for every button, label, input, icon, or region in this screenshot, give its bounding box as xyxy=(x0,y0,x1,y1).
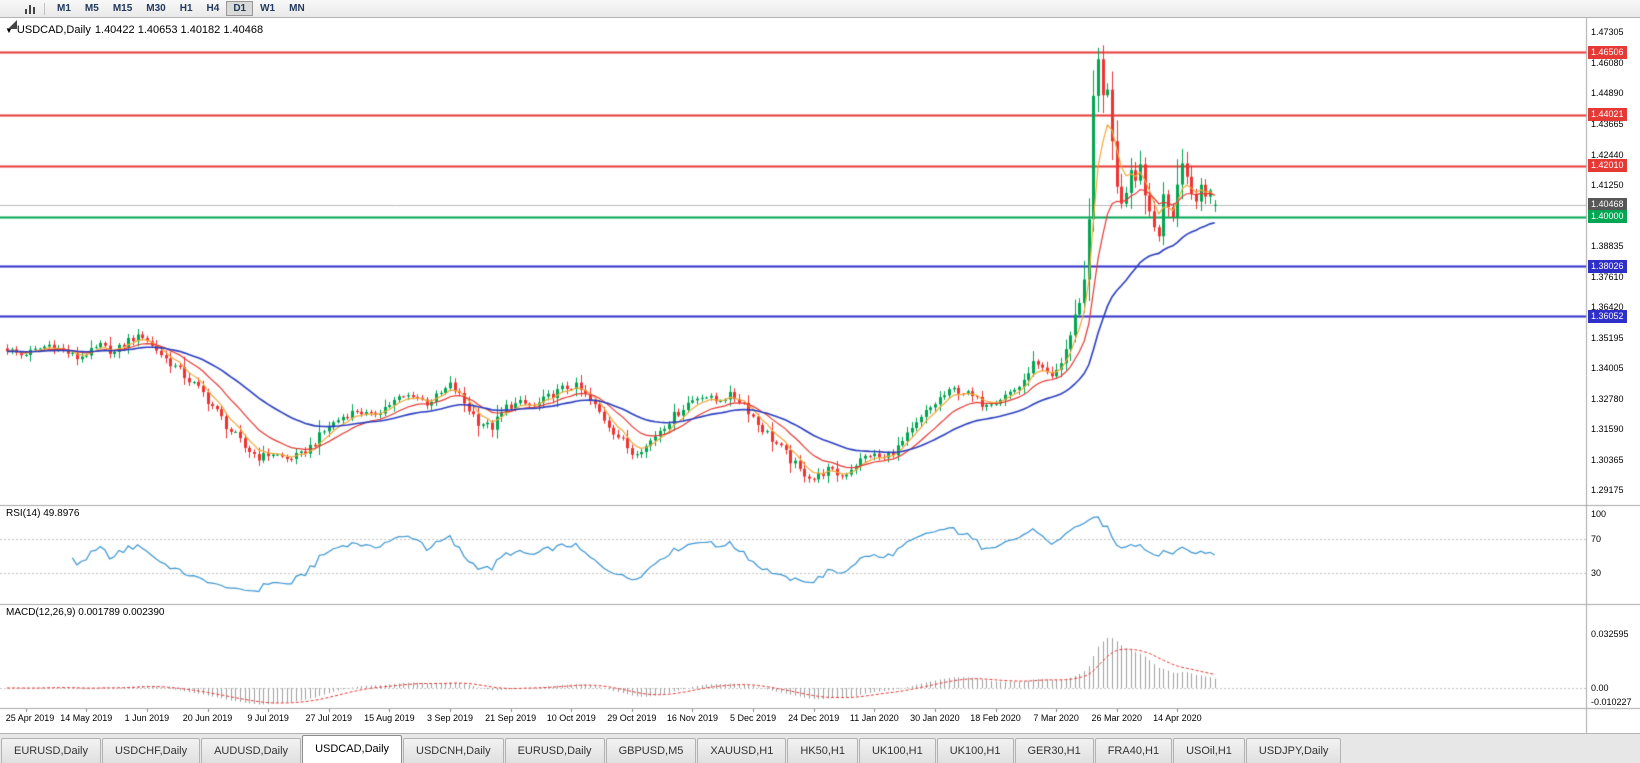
date-tick-label: 21 Sep 2019 xyxy=(485,713,537,723)
date-tick-label: 14 Apr 2020 xyxy=(1153,713,1202,723)
bar-chart-icon[interactable] xyxy=(23,3,37,15)
price-tag-current-price[interactable]: 1.40468 xyxy=(1588,198,1627,212)
price-tick: 1.32780 xyxy=(1591,393,1624,404)
date-tick-label: 29 Oct 2019 xyxy=(607,713,657,723)
toolbar-separator xyxy=(44,2,45,15)
timeframe-button-h1[interactable]: H1 xyxy=(173,1,200,16)
price-tick: 1.34005 xyxy=(1591,362,1624,373)
price-tag-resistance-line[interactable]: 1.46506 xyxy=(1588,45,1627,59)
date-tick-label: 27 Jul 2019 xyxy=(305,713,352,723)
symbol-title: USDCAD,Daily xyxy=(16,24,91,36)
date-tick-label: 5 Dec 2019 xyxy=(730,713,777,723)
date-tick-label: 18 Feb 2020 xyxy=(970,713,1021,723)
macd-axis-label: -0.010227 xyxy=(1591,697,1632,707)
date-tick-label: 16 Nov 2019 xyxy=(666,713,718,723)
chart-tab-usoil-h1[interactable]: USOil,H1 xyxy=(1173,738,1245,763)
chart-tab-hk50-h1[interactable]: HK50,H1 xyxy=(787,738,858,763)
date-tick-label: 25 Apr 2019 xyxy=(5,713,55,723)
chart-tab-bar: EURUSD,Daily USDCHF,Daily AUDUSD,Daily USDC… xyxy=(0,733,1640,763)
date-tick-label: 1 Jun 2019 xyxy=(124,713,170,723)
date-tick-label: 26 Mar 2020 xyxy=(1091,713,1143,723)
chart-tab-eurusd-daily[interactable]: EURUSD,Daily xyxy=(1,738,101,763)
chart-tab-xauusd-h1[interactable]: XAUUSD,H1 xyxy=(697,738,787,763)
price-tick: 1.44890 xyxy=(1591,88,1624,98)
ohlc-values: 1.40422 1.40653 1.40182 1.40468 xyxy=(94,24,264,36)
chart-tab-audusd-daily[interactable]: AUDUSD,Daily xyxy=(201,738,302,763)
chart-arrow-icon[interactable] xyxy=(5,2,19,29)
timeframe-button-w1[interactable]: W1 xyxy=(253,1,282,16)
chart-tab-uk100-h1[interactable]: UK100,H1 xyxy=(858,738,936,763)
macd-indicator-label: MACD(12,26,9) 0.001789 0.002390 xyxy=(6,607,165,618)
chart-tab-fra40-h1[interactable]: FRA40,H1 xyxy=(1094,738,1173,763)
date-tick-label: 14 May 2019 xyxy=(60,713,113,723)
timeframe-button-m30[interactable]: M30 xyxy=(139,1,172,16)
chart-tab-usdcad-daily[interactable]: USDCAD,Daily xyxy=(302,735,403,763)
date-tick-label: 10 Oct 2019 xyxy=(546,713,596,723)
date-tick-label: 24 Dec 2019 xyxy=(788,713,840,723)
price-tag-support-line[interactable]: 1.38026 xyxy=(1588,259,1627,273)
timeframe-button-m5[interactable]: M5 xyxy=(78,1,106,16)
symbol-dropdown-icon[interactable]: ▼ xyxy=(5,25,13,35)
date-tick-label: 15 Aug 2019 xyxy=(364,713,415,723)
price-tick: 1.46080 xyxy=(1591,57,1624,68)
price-tick: 1.36420 xyxy=(1591,301,1624,312)
macd-axis-label: 0.00 xyxy=(1591,683,1609,693)
price-tick: 1.35195 xyxy=(1591,332,1624,343)
price-tick: 1.43665 xyxy=(1591,118,1624,129)
price-tag-support-line[interactable]: 1.36052 xyxy=(1588,309,1627,323)
rsi-axis-label: 70 xyxy=(1591,534,1602,545)
date-tick-label: 7 Mar 2020 xyxy=(1033,713,1079,723)
rsi-axis-label: 30 xyxy=(1591,567,1602,578)
chart-tab-usdjpy-daily[interactable]: USDJPY,Daily xyxy=(1245,738,1342,763)
timeframe-toolbar: M1 M5 M15 M30 H1 H4 D1 W1 MN xyxy=(0,0,1640,29)
chart-tab-usdchf-daily[interactable]: USDCHF,Daily xyxy=(101,738,201,763)
date-tick-label: 9 Jul 2019 xyxy=(247,713,289,723)
price-tick: 1.47305 xyxy=(1591,27,1624,37)
date-tick-label: 30 Jan 2020 xyxy=(910,713,960,723)
timeframe-button-m15[interactable]: M15 xyxy=(106,1,139,16)
timeframe-button-mn[interactable]: MN xyxy=(282,1,312,16)
chart-tab-eurusd-daily[interactable]: EURUSD,Daily xyxy=(504,738,605,763)
price-tag-support-line[interactable]: 1.40000 xyxy=(1588,210,1627,224)
price-tick: 1.41250 xyxy=(1591,179,1624,190)
price-tick: 1.38835 xyxy=(1591,240,1624,251)
price-tick: 1.30365 xyxy=(1591,454,1624,465)
price-tick: 1.42440 xyxy=(1591,149,1624,160)
price-tick: 1.29175 xyxy=(1591,485,1624,495)
chart-tab-uk100-h1[interactable]: UK100,H1 xyxy=(936,738,1014,763)
rsi-indicator-label: RSI(14) 49.8976 xyxy=(6,508,80,519)
timeframe-button-d1[interactable]: D1 xyxy=(226,1,254,16)
chart-tab-gbpusd-m5[interactable]: GBPUSD,M5 xyxy=(605,738,697,763)
date-tick-label: 3 Sep 2019 xyxy=(426,713,473,723)
timeframe-buttons: M1 M5 M15 M30 H1 H4 D1 W1 MN xyxy=(50,1,312,16)
timeframe-button-m1[interactable]: M1 xyxy=(50,1,78,16)
chart-tab-ger30-h1[interactable]: GER30,H1 xyxy=(1014,738,1094,763)
timeframe-button-h4[interactable]: H4 xyxy=(200,1,227,16)
symbol-ohlc-header: ▼ USDCAD,Daily 1.40422 1.40653 1.40182 1… xyxy=(5,24,263,36)
price-tag-resistance-line[interactable]: 1.42010 xyxy=(1588,159,1627,173)
price-tag-resistance-line[interactable]: 1.44021 xyxy=(1588,108,1627,122)
chart-tab-usdcnh-daily[interactable]: USDCNH,Daily xyxy=(403,738,504,763)
macd-axis-label: 0.032595 xyxy=(1591,628,1629,639)
price-tick: 1.31590 xyxy=(1591,423,1624,434)
date-tick-label: 11 Jan 2020 xyxy=(849,713,899,723)
price-tick: 1.37610 xyxy=(1591,271,1624,282)
date-tick-label: 20 Jun 2019 xyxy=(182,713,233,723)
rsi-axis-label: 100 xyxy=(1591,509,1607,519)
